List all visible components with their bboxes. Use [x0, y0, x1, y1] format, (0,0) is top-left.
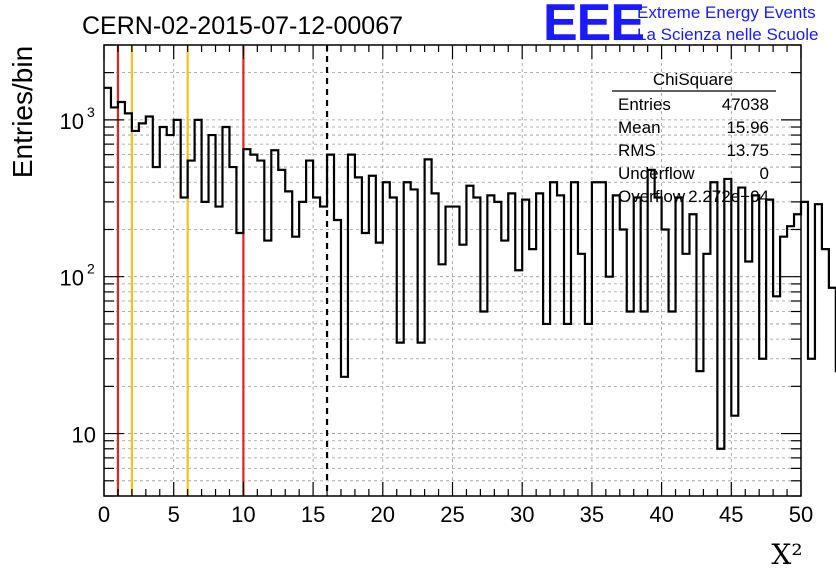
histogram-bin [453, 207, 460, 496]
histogram-bins [104, 86, 836, 496]
histogram-bin [216, 207, 223, 496]
histogram-bin [655, 197, 662, 496]
histogram-bin [543, 324, 550, 496]
histogram-bin [362, 233, 369, 496]
histogram-bin [564, 324, 571, 496]
histogram-bin [439, 264, 446, 496]
stats-label: Underflow [618, 164, 695, 183]
histogram-outline [104, 86, 836, 450]
y-tick-label: 10 [60, 109, 84, 134]
threshold-lines [116, 45, 329, 496]
grid-lines [104, 45, 801, 496]
histogram-bin [418, 343, 425, 496]
stats-value: 47038 [722, 95, 769, 114]
x-tick-label: 45 [719, 502, 743, 527]
stats-title: ChiSquare [653, 70, 733, 89]
x-tick-label: 30 [510, 502, 534, 527]
stats-value: 2.272e+04 [688, 187, 769, 206]
x-tick-label: 0 [98, 502, 110, 527]
x-tick-label: 5 [168, 502, 180, 527]
histogram-bin [773, 296, 780, 496]
histogram-bin [341, 377, 348, 496]
stats-box: ChiSquare Entries 47038 Mean 15.96 RMS 1… [612, 70, 776, 206]
x-tick-label: 15 [301, 502, 325, 527]
y-tick-label: 10 [72, 423, 96, 448]
histogram-bin [759, 359, 766, 496]
histogram-bin [459, 245, 466, 496]
eee-logo-line2: La Scienza nelle Scuole [637, 25, 818, 44]
x-tick-label: 10 [231, 502, 255, 527]
stats-value: 0 [760, 164, 769, 183]
x-tick-label: 35 [580, 502, 604, 527]
eee-logo-mark: EEE [543, 0, 644, 52]
histogram-bin [529, 249, 536, 496]
histogram-bin [306, 161, 313, 496]
histogram-bin [787, 226, 794, 496]
histogram-bin [808, 359, 815, 496]
histogram-bin [717, 449, 724, 496]
y-tick-label: 10 [60, 266, 84, 291]
histogram-bin [494, 202, 501, 496]
histogram-bin [146, 117, 153, 496]
y-tick-label-exponent: 3 [87, 104, 95, 120]
y-axis-label: Entries/bin [7, 46, 38, 178]
eee-logo: EEE Extreme Energy Events La Scienza nel… [543, 0, 818, 52]
histogram-bin [794, 214, 801, 496]
histogram-bin [278, 170, 285, 496]
histogram-bin [250, 155, 257, 496]
stats-label: Entries [618, 95, 671, 114]
histogram-bin [153, 167, 160, 496]
stats-label: RMS [618, 141, 656, 160]
x-tick-label: 50 [789, 502, 813, 527]
histogram-bin [585, 324, 592, 496]
x-axis-label: X² [771, 538, 802, 571]
x-tick-label: 25 [440, 502, 464, 527]
chart-title: CERN-02-2015-07-12-00067 [82, 12, 403, 40]
histogram-bin [139, 123, 146, 496]
eee-logo-line1: Extreme Energy Events [637, 3, 816, 22]
histogram-bin [731, 416, 738, 496]
histogram-bin [202, 202, 209, 496]
histogram-bin [745, 262, 752, 496]
histogram-bin [515, 270, 522, 496]
histogram-bin [299, 202, 306, 496]
stats-label: Overflow [618, 187, 686, 206]
x-tick-label: 40 [649, 502, 673, 527]
histogram-bin [313, 197, 320, 496]
histogram-bin [292, 237, 299, 496]
y-tick-label-exponent: 2 [87, 261, 95, 277]
stats-value: 15.96 [726, 118, 769, 137]
stats-value: 13.75 [726, 141, 769, 160]
histogram-bin [683, 254, 690, 496]
histogram-bin [397, 343, 404, 496]
histogram-bin [167, 135, 174, 496]
x-tick-label: 20 [371, 502, 395, 527]
stats-label: Mean [618, 118, 661, 137]
